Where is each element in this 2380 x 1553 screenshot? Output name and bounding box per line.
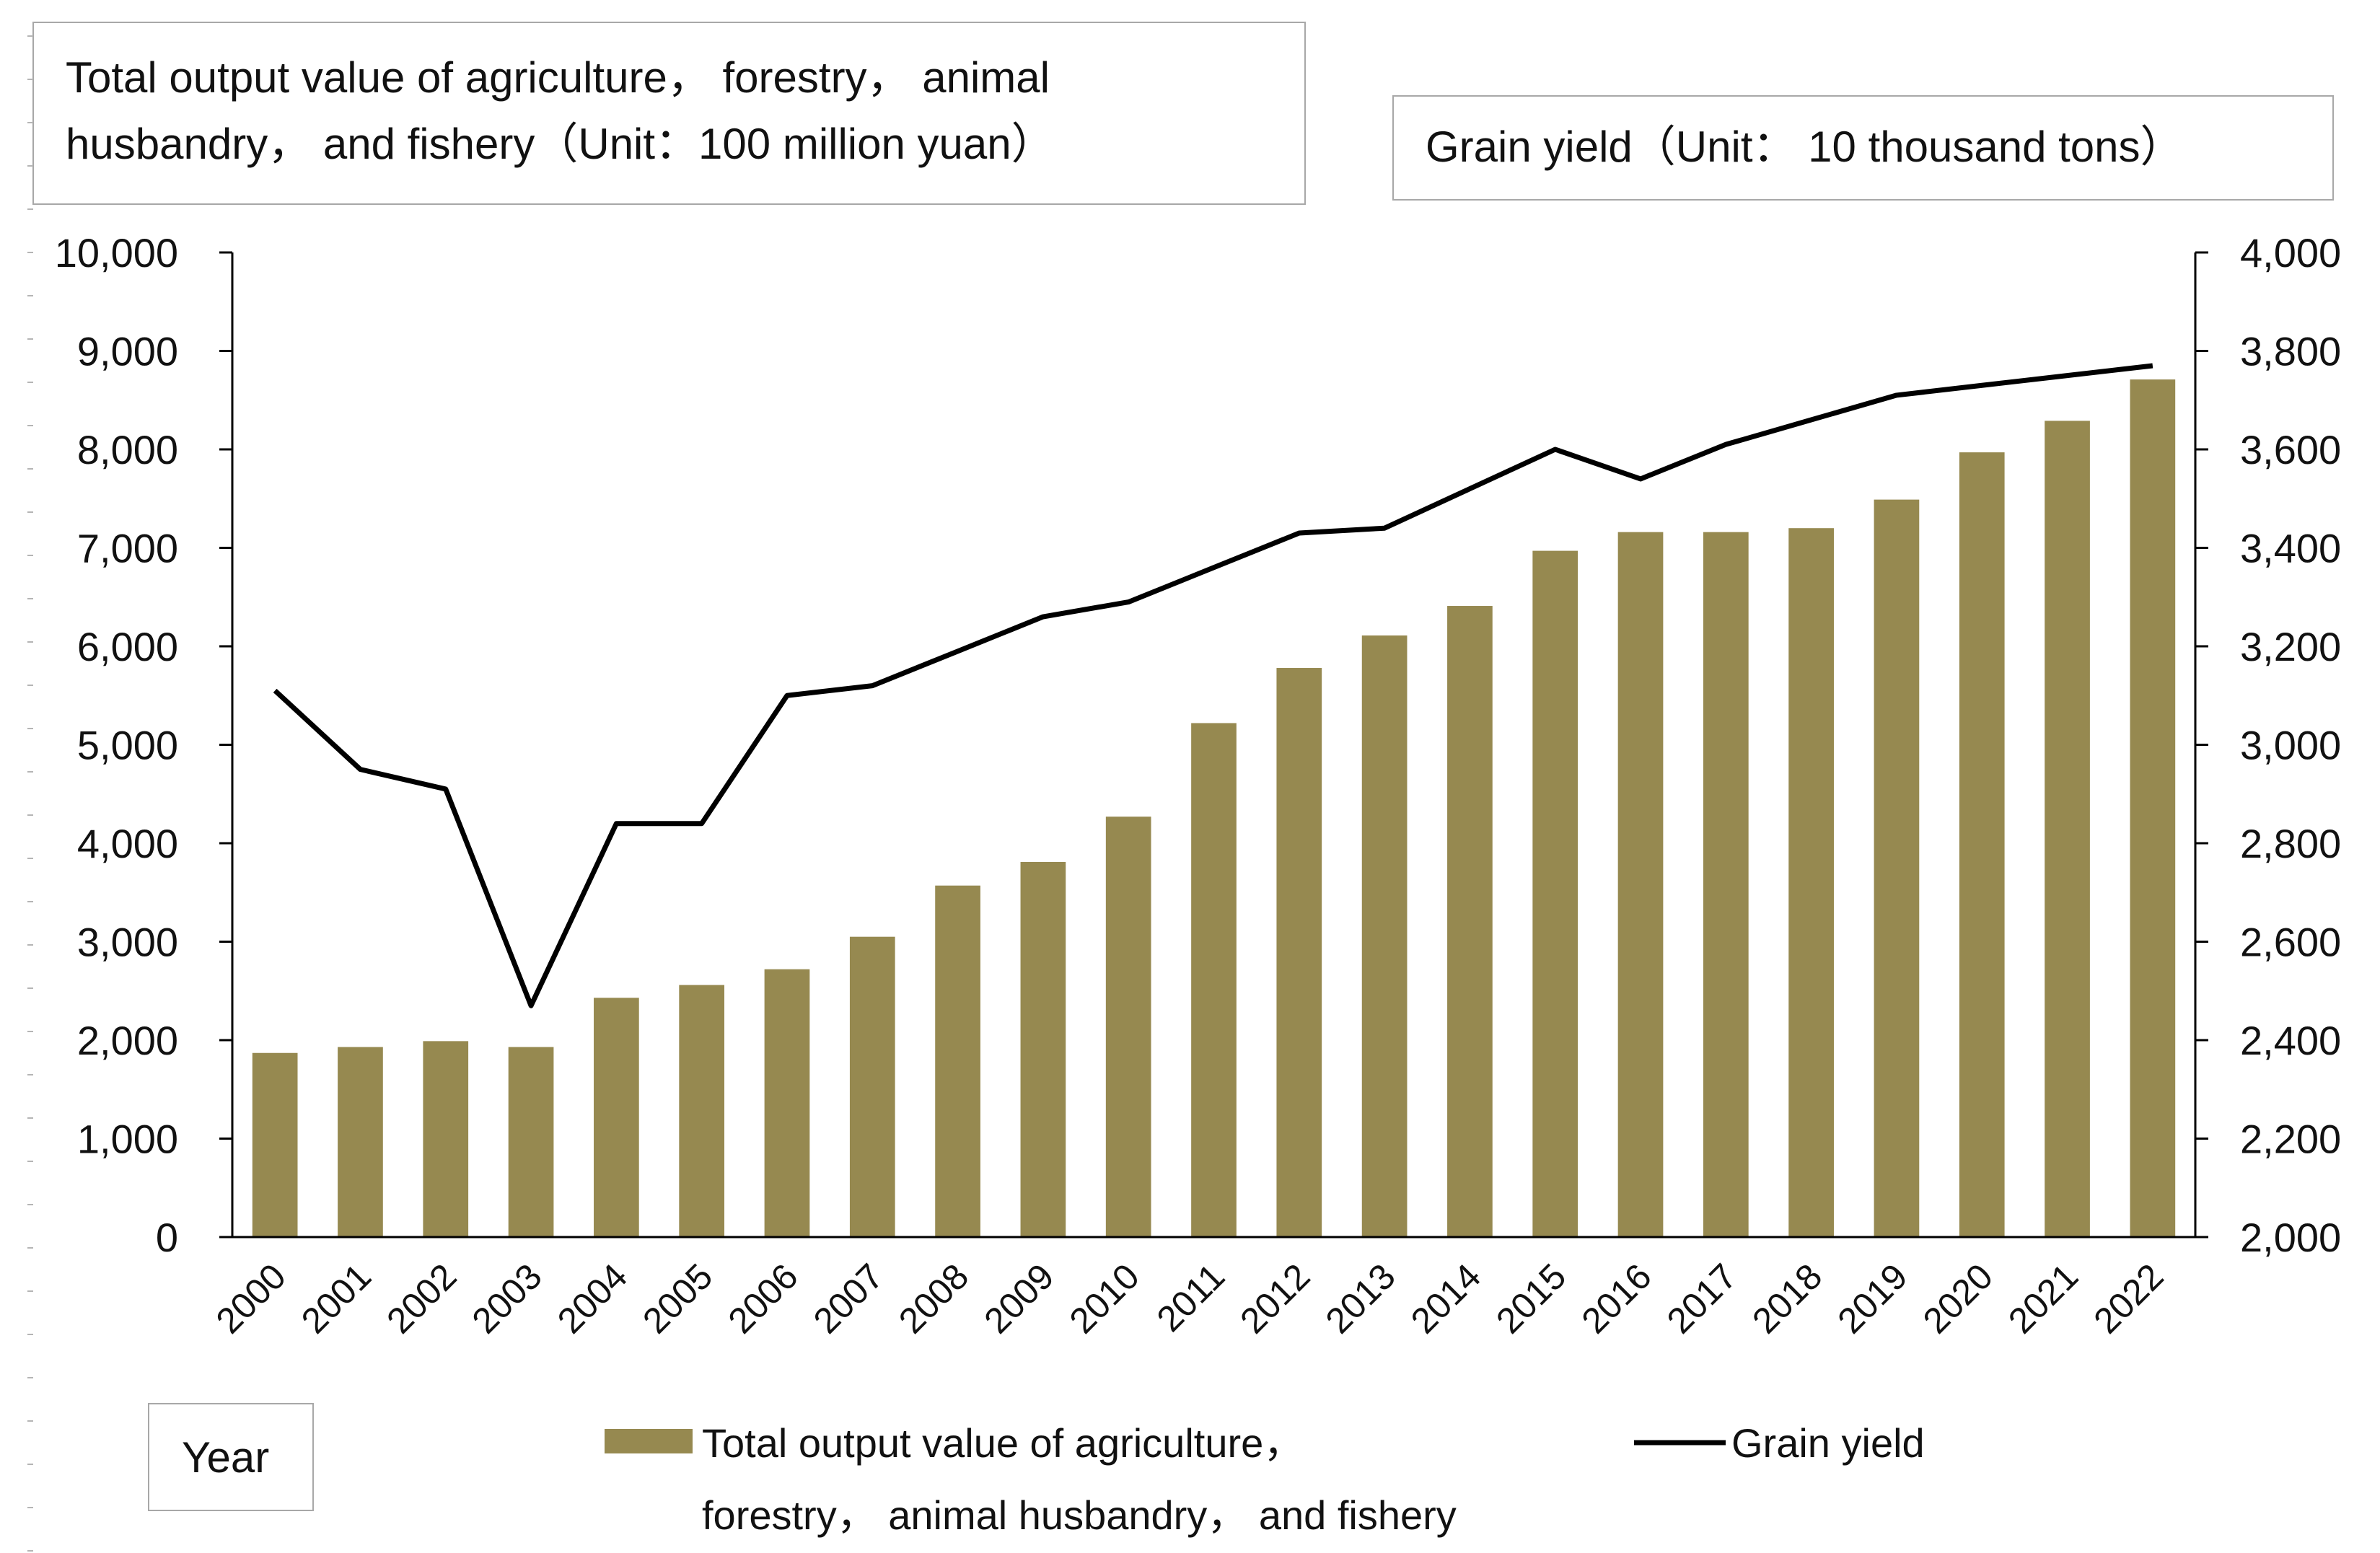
right-tick-label: 2,200 <box>2240 1117 2341 1162</box>
x-tick-label: 2015 <box>1488 1256 1573 1341</box>
left-tick-label: 3,000 <box>77 920 178 965</box>
left-tick-label: 5,000 <box>77 723 178 768</box>
bar-series <box>252 379 2176 1238</box>
left-tick-label: 4,000 <box>77 821 178 866</box>
x-tick-label: 2010 <box>1062 1256 1147 1341</box>
right-tick-label: 2,800 <box>2240 821 2341 866</box>
legend-bar-swatch <box>605 1429 693 1453</box>
bar-2016 <box>1617 532 1664 1237</box>
right-tick-label: 3,800 <box>2240 329 2341 374</box>
x-tick-label: 2021 <box>2001 1256 2086 1341</box>
bar-2001 <box>338 1047 383 1237</box>
left-axis-title-line-2: husbandry， and fishery（Unit：100 million … <box>66 120 1055 168</box>
left-axis-title-line-1: Total output value of agriculture， fores… <box>66 53 1050 102</box>
bar-2015 <box>1532 550 1578 1237</box>
bar-2002 <box>423 1041 469 1237</box>
bar-2013 <box>1361 635 1408 1237</box>
x-tick-label: 2008 <box>891 1256 976 1341</box>
bar-2014 <box>1447 606 1493 1237</box>
left-tick-label: 7,000 <box>77 526 178 571</box>
x-tick-label: 2020 <box>1915 1256 2001 1341</box>
x-tick-label: 2014 <box>1403 1256 1488 1341</box>
bar-2005 <box>679 985 725 1237</box>
bar-2021 <box>2045 421 2090 1237</box>
left-tick-label: 9,000 <box>77 329 178 374</box>
bar-2010 <box>1105 817 1151 1237</box>
legend-bar-label-line-1: Total output value of agriculture， <box>702 1420 1304 1466</box>
bar-2000 <box>252 1052 298 1237</box>
bar-2017 <box>1703 532 1749 1237</box>
x-tick-label: 2011 <box>1149 1256 1233 1339</box>
left-tick-label: 8,000 <box>77 427 178 472</box>
x-axis-title-box: Year <box>148 1403 314 1511</box>
bar-2011 <box>1191 723 1237 1237</box>
x-tick-label: 2001 <box>294 1256 379 1341</box>
bar-2019 <box>1874 499 1920 1237</box>
right-axis-title: Grain yield（Unit： 10 thousand tons） <box>1426 123 2184 171</box>
x-tick-label: 2016 <box>1574 1256 1659 1341</box>
left-tick-label: 6,000 <box>77 624 178 669</box>
bar-2007 <box>849 936 895 1237</box>
x-tick-label: 2013 <box>1318 1256 1403 1341</box>
x-tick-label: 2009 <box>976 1256 1061 1341</box>
bar-2018 <box>1788 528 1834 1237</box>
right-tick-label: 2,600 <box>2240 920 2341 965</box>
bar-2004 <box>594 998 639 1237</box>
right-tick-label: 2,000 <box>2240 1215 2341 1260</box>
bar-2008 <box>935 885 980 1237</box>
left-tick-label: 2,000 <box>77 1018 178 1063</box>
x-tick-label: 2002 <box>379 1256 464 1341</box>
bar-2020 <box>1959 452 2005 1237</box>
axes <box>219 251 2208 1239</box>
right-tick-label: 3,400 <box>2240 526 2341 571</box>
x-axis-title: Year <box>182 1433 270 1482</box>
x-tick-label: 2005 <box>635 1256 720 1341</box>
legend-bar-label-line-2: forestry， animal husbandry， and fishery <box>702 1492 1457 1538</box>
bar-2022 <box>2130 379 2176 1238</box>
line-series <box>273 363 2153 1008</box>
legend: Total output value of agriculture， fores… <box>605 1420 1925 1538</box>
x-tick-label: 2003 <box>465 1256 550 1341</box>
x-tick-label: 2004 <box>550 1256 635 1341</box>
x-tick-label: 2022 <box>2086 1256 2171 1341</box>
left-tick-label: 0 <box>156 1215 178 1260</box>
x-tick-label: 2012 <box>1232 1256 1317 1341</box>
x-tick-label: 2019 <box>1830 1256 1915 1341</box>
left-tick-label: 1,000 <box>77 1117 178 1162</box>
left-tick-label: 10,000 <box>55 230 178 276</box>
x-tick-label: 2000 <box>208 1256 294 1341</box>
right-axis-title-box: Grain yield（Unit： 10 thousand tons） <box>1392 95 2334 201</box>
x-tick-label: 2006 <box>721 1256 806 1341</box>
bar-2006 <box>764 969 810 1237</box>
x-tick-label: 2007 <box>806 1256 891 1341</box>
right-tick-label: 3,200 <box>2240 624 2341 669</box>
left-axis-title-box: Total output value of agriculture， fores… <box>32 22 1306 205</box>
right-tick-label: 2,400 <box>2240 1018 2341 1063</box>
legend-line-label: Grain yield <box>1731 1420 1925 1466</box>
bar-2012 <box>1276 668 1322 1237</box>
right-tick-label: 3,000 <box>2240 723 2341 768</box>
x-tick-label: 2017 <box>1659 1256 1744 1341</box>
bar-2009 <box>1020 861 1066 1237</box>
right-tick-label: 3,600 <box>2240 427 2341 472</box>
bar-2003 <box>508 1047 554 1237</box>
right-tick-label: 4,000 <box>2240 230 2341 276</box>
left-edge-dash-marks <box>27 35 33 1552</box>
x-tick-label: 2018 <box>1744 1256 1830 1341</box>
